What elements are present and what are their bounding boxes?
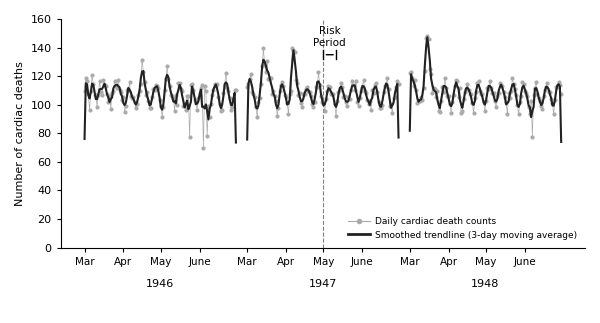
Daily cardiac death counts	[179, 89, 186, 93]
Text: 1947: 1947	[308, 279, 337, 289]
Daily cardiac death counts	[81, 89, 88, 93]
Daily cardiac death counts	[116, 88, 123, 92]
Line: Daily cardiac death counts: Daily cardiac death counts	[83, 58, 237, 150]
Daily cardiac death counts	[230, 97, 237, 100]
Daily cardiac death counts	[232, 88, 239, 92]
Line: Smoothed trendline (3-day moving average): Smoothed trendline (3-day moving average…	[85, 71, 236, 142]
Smoothed trendline (3-day moving average)	[140, 69, 147, 73]
Smoothed trendline (3-day moving average)	[232, 141, 239, 144]
Smoothed trendline (3-day moving average)	[116, 86, 123, 89]
Daily cardiac death counts	[165, 77, 172, 81]
Smoothed trendline (3-day moving average)	[229, 103, 236, 107]
Text: 1948: 1948	[471, 279, 500, 289]
Daily cardiac death counts	[139, 57, 146, 61]
Daily cardiac death counts	[200, 146, 207, 150]
Legend: Daily cardiac death counts, Smoothed trendline (3-day moving average): Daily cardiac death counts, Smoothed tre…	[344, 214, 580, 243]
Text: 1946: 1946	[146, 279, 175, 289]
Smoothed trendline (3-day moving average)	[130, 97, 137, 100]
Text: Risk
Period: Risk Period	[313, 26, 346, 47]
Daily cardiac death counts	[224, 87, 231, 90]
Smoothed trendline (3-day moving average)	[223, 80, 230, 84]
Smoothed trendline (3-day moving average)	[179, 94, 186, 98]
Smoothed trendline (3-day moving average)	[81, 137, 88, 141]
Smoothed trendline (3-day moving average)	[165, 75, 172, 79]
Y-axis label: Number of cardiac deaths: Number of cardiac deaths	[15, 61, 25, 206]
Daily cardiac death counts	[130, 95, 137, 99]
